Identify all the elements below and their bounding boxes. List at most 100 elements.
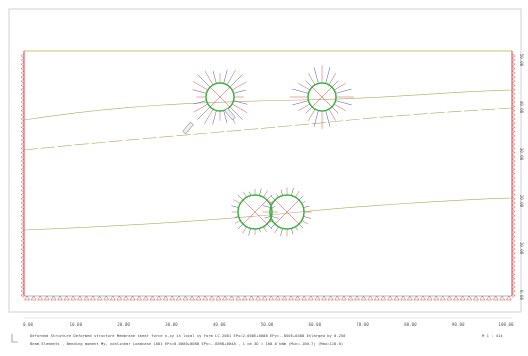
force-line <box>234 90 246 93</box>
support <box>223 296 228 300</box>
support <box>262 296 267 300</box>
force-line <box>299 196 303 200</box>
support <box>355 296 360 300</box>
y-axis-label: 20.00 <box>519 195 524 208</box>
support <box>256 296 261 300</box>
force-line <box>308 73 315 85</box>
screen: Deformed Structure Deformed structure Me… <box>0 0 528 356</box>
support <box>170 296 175 300</box>
force-line <box>332 81 338 87</box>
support <box>137 296 142 300</box>
force-line <box>281 228 283 236</box>
force-line <box>281 190 283 196</box>
support <box>335 296 340 300</box>
layer-line <box>24 90 512 120</box>
force-line <box>271 224 275 228</box>
force-line <box>314 67 318 83</box>
y-axis-label: 50.00 <box>519 54 524 67</box>
support <box>434 296 439 300</box>
support <box>374 296 379 300</box>
x-axis-label: 0.00 <box>23 322 34 327</box>
scale-label: M 1 : 414 <box>482 333 503 338</box>
force-line <box>298 104 310 111</box>
support <box>216 296 221 300</box>
support <box>269 296 274 300</box>
support <box>157 296 162 300</box>
support <box>38 296 43 300</box>
y-axis-label: 0.00 <box>519 290 524 301</box>
support <box>493 296 498 300</box>
axis-icon <box>12 334 18 342</box>
support <box>183 296 188 300</box>
x-axis-label: 10.00 <box>69 322 82 327</box>
support <box>242 296 247 300</box>
support <box>295 296 300 300</box>
support <box>31 296 36 300</box>
x-axis-label: 90.00 <box>452 322 465 327</box>
moment-diagram <box>210 87 230 107</box>
moment-diagram <box>275 200 299 224</box>
tunnel-part <box>225 108 236 120</box>
support <box>348 296 353 300</box>
support <box>249 296 254 300</box>
support <box>401 296 406 300</box>
force-line <box>264 227 267 232</box>
support <box>361 296 366 300</box>
force-line <box>336 101 352 105</box>
supports-and-tunnels <box>21 54 515 300</box>
force-line <box>264 190 268 197</box>
footer-line: Deformed Structure Deformed structure Me… <box>30 333 346 338</box>
x-axis-label: 70.00 <box>356 322 369 327</box>
support <box>447 296 452 300</box>
y-axis-label: 30.00 <box>519 148 524 161</box>
support <box>91 296 96 300</box>
support <box>190 296 195 300</box>
force-line <box>308 109 315 121</box>
force-line <box>291 188 293 196</box>
support <box>388 296 393 300</box>
force-line <box>292 89 308 93</box>
force-line <box>263 206 271 208</box>
support <box>150 296 155 300</box>
force-line <box>235 221 240 224</box>
support <box>196 296 201 300</box>
support <box>44 296 49 300</box>
support <box>427 296 432 300</box>
force-line <box>238 224 243 229</box>
force-line <box>213 71 216 83</box>
layer-line <box>24 108 512 150</box>
x-axis-label: 40.00 <box>213 322 226 327</box>
x-axis-label: 30.00 <box>165 322 178 327</box>
y-axis-label: 40.00 <box>519 101 524 114</box>
force-line <box>243 227 247 234</box>
support <box>506 296 511 300</box>
support <box>110 296 115 300</box>
support <box>51 296 56 300</box>
support <box>460 296 465 300</box>
force-line <box>267 224 272 229</box>
force-line <box>334 104 346 111</box>
x-axis-label: 50.00 <box>261 322 274 327</box>
support <box>394 296 399 300</box>
support <box>77 296 82 300</box>
force-line <box>291 228 293 234</box>
support <box>473 296 478 300</box>
moment-diagram <box>312 87 332 107</box>
support <box>58 296 63 300</box>
force-line <box>271 216 278 218</box>
force-line <box>233 200 240 204</box>
force-line <box>303 216 311 218</box>
force-line <box>224 70 228 84</box>
force-line <box>314 111 318 127</box>
x-axis-label: 20.00 <box>117 322 130 327</box>
force-line <box>334 83 346 90</box>
force-line <box>306 107 312 113</box>
support <box>454 296 459 300</box>
force-line <box>326 111 330 127</box>
force-line <box>194 101 206 104</box>
force-line <box>231 206 238 208</box>
support <box>308 296 313 300</box>
support <box>368 296 373 300</box>
support <box>236 296 241 300</box>
force-line <box>193 90 207 94</box>
